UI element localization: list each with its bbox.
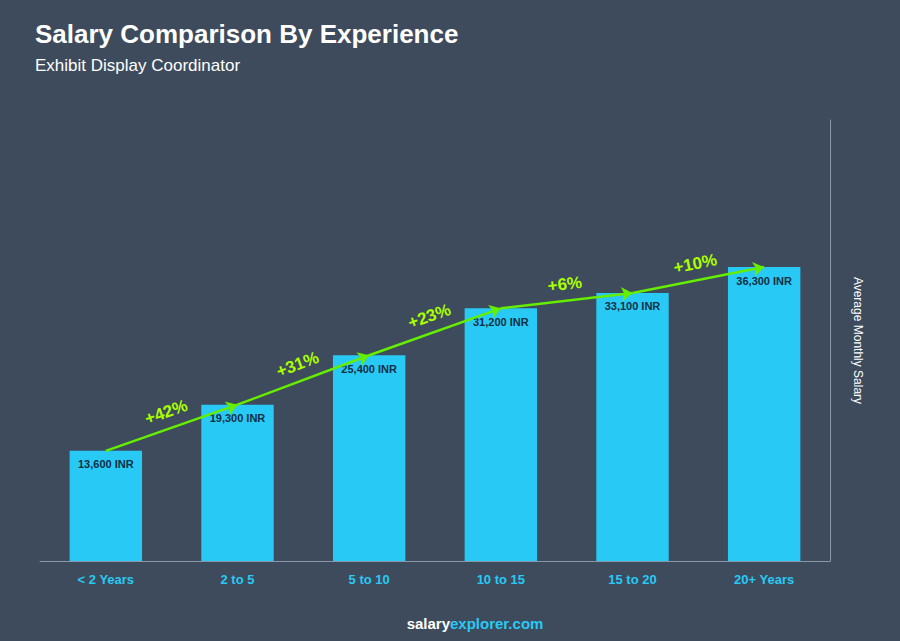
svg-text:10 to 15: 10 to 15: [477, 572, 525, 587]
svg-text:5 to 10: 5 to 10: [349, 572, 390, 587]
svg-text:+42%: +42%: [142, 396, 190, 428]
svg-text:36,300 INR: 36,300 INR: [736, 275, 792, 287]
svg-text:Average Monthly Salary: Average Monthly Salary: [851, 277, 865, 404]
svg-text:2 to 5: 2 to 5: [221, 572, 255, 587]
svg-text:+10%: +10%: [672, 250, 719, 277]
svg-text:33,100 INR: 33,100 INR: [605, 300, 661, 312]
svg-text:+6%: +6%: [547, 273, 583, 296]
svg-text:20+ Years: 20+ Years: [734, 572, 794, 587]
svg-text:Exhibit Display Coordinator: Exhibit Display Coordinator: [35, 56, 240, 75]
svg-text:explorer.com: explorer.com: [450, 615, 543, 632]
svg-text:Salary Comparison By Experienc: Salary Comparison By Experience: [35, 19, 458, 49]
svg-text:+31%: +31%: [274, 348, 322, 381]
svg-text:13,600 INR: 13,600 INR: [78, 458, 134, 470]
svg-text:25,400 INR: 25,400 INR: [341, 363, 397, 375]
svg-text:+23%: +23%: [406, 300, 454, 333]
svg-text:15 to 20: 15 to 20: [608, 572, 656, 587]
svg-text:< 2 Years: < 2 Years: [78, 572, 135, 587]
svg-text:19,300 INR: 19,300 INR: [210, 412, 266, 424]
svg-text:31,200 INR: 31,200 INR: [473, 316, 529, 328]
svg-text:salary: salary: [407, 615, 451, 632]
